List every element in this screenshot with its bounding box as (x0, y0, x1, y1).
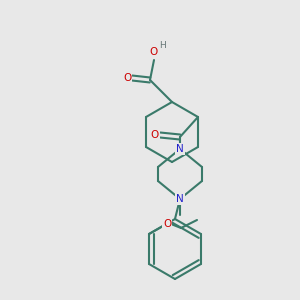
Text: N: N (176, 144, 184, 154)
Text: O: O (151, 130, 159, 140)
Text: N: N (176, 194, 184, 204)
Text: H: H (160, 41, 167, 50)
Text: O: O (163, 219, 171, 229)
Text: O: O (123, 73, 131, 83)
Text: O: O (150, 47, 158, 57)
